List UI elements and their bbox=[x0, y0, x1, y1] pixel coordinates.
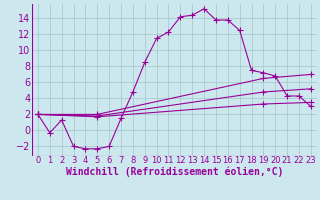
X-axis label: Windchill (Refroidissement éolien,°C): Windchill (Refroidissement éolien,°C) bbox=[66, 166, 283, 177]
